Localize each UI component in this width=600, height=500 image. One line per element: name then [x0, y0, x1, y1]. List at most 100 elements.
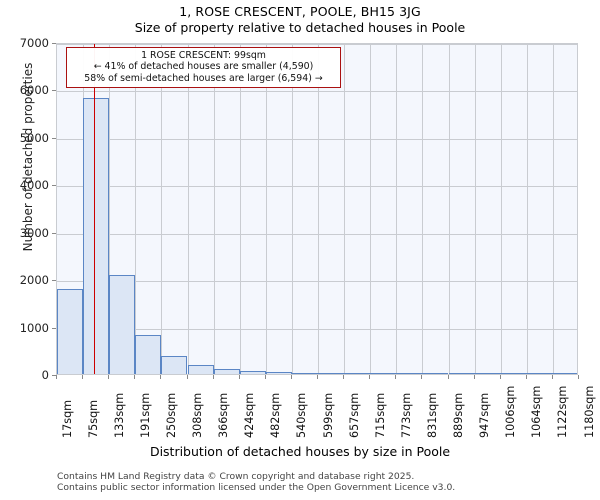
- y-axis-tick-label: 1000: [19, 320, 49, 335]
- y-axis-tick: [52, 185, 56, 187]
- bar: [135, 335, 162, 374]
- x-axis-tick-label: 482sqm: [269, 392, 283, 438]
- gridline-vertical: [187, 44, 189, 374]
- x-axis-tick: [160, 375, 162, 379]
- x-axis-tick: [395, 375, 397, 379]
- gridline-vertical: [161, 44, 163, 374]
- x-axis-tick-label: 191sqm: [138, 392, 152, 438]
- bar: [57, 289, 84, 374]
- x-axis-tick-label: 1064sqm: [530, 385, 544, 438]
- y-axis-tick: [52, 90, 56, 92]
- bar: [213, 368, 240, 374]
- x-axis-tick-label: 540sqm: [295, 392, 309, 438]
- y-axis-tick-label: 4000: [19, 178, 49, 193]
- x-axis-tick: [447, 375, 449, 379]
- x-axis-tick-label: 599sqm: [321, 392, 335, 438]
- x-axis-tick-label: 424sqm: [243, 392, 257, 438]
- gridline-vertical: [344, 44, 346, 374]
- bar: [526, 372, 553, 374]
- x-axis-tick-label: 366sqm: [217, 392, 231, 438]
- gridline-vertical: [526, 44, 528, 374]
- gridline-vertical: [265, 44, 267, 374]
- bar: [500, 372, 527, 374]
- bar: [370, 372, 397, 374]
- plot-area: [56, 43, 578, 375]
- x-axis-tick: [238, 375, 240, 379]
- bar: [187, 364, 214, 374]
- gridline-vertical: [370, 44, 372, 374]
- bar: [265, 371, 292, 374]
- x-axis-tick-label: 75sqm: [86, 399, 100, 438]
- y-axis-tick: [52, 375, 56, 376]
- y-axis-tick-label: 2000: [19, 273, 49, 288]
- gridline-vertical: [213, 44, 215, 374]
- x-axis-tick-label: 715sqm: [373, 392, 387, 438]
- chart-subtitle: Size of property relative to detached ho…: [134, 20, 466, 35]
- x-axis-tick: [56, 375, 57, 379]
- annotation-line-2: ← 41% of detached houses are smaller (4,…: [93, 61, 314, 73]
- bar: [396, 372, 423, 374]
- gridline-vertical: [500, 44, 502, 374]
- gridline-vertical: [109, 44, 111, 374]
- y-axis-title: Number of detached properties: [21, 62, 35, 252]
- gridline-vertical: [135, 44, 137, 374]
- x-axis-tick: [473, 375, 475, 379]
- x-axis-tick: [551, 375, 553, 379]
- x-axis-tick: [290, 375, 292, 379]
- x-axis-tick: [525, 375, 527, 379]
- x-axis-tick-label: 947sqm: [478, 392, 492, 438]
- gridline-horizontal: [57, 233, 577, 235]
- y-axis-tick: [52, 280, 56, 282]
- gridline-vertical: [552, 44, 554, 374]
- bar: [422, 372, 449, 374]
- x-axis-tick: [317, 375, 318, 379]
- y-axis-tick: [52, 232, 56, 234]
- x-axis-tick-label: 773sqm: [399, 392, 413, 438]
- x-axis-tick: [82, 375, 84, 379]
- bar: [318, 372, 345, 374]
- annotation-line-3: 58% of semi-detached houses are larger (…: [84, 72, 323, 84]
- bar: [344, 372, 371, 374]
- x-axis-tick: [212, 375, 214, 379]
- gridline-vertical: [448, 44, 450, 374]
- x-axis-tick: [108, 375, 110, 379]
- annotation-box: 1 ROSE CRESCENT: 99sqm ← 41% of detached…: [66, 47, 341, 89]
- gridline-vertical: [318, 44, 319, 374]
- y-axis-tick-label: 3000: [19, 225, 49, 240]
- y-axis-tick-label: 5000: [19, 130, 49, 145]
- x-axis-tick: [421, 375, 423, 379]
- x-axis-tick: [369, 375, 371, 379]
- footer-line-1: Contains HM Land Registry data © Crown c…: [57, 471, 415, 482]
- gridline-horizontal: [57, 138, 577, 140]
- x-axis-tick-label: 1180sqm: [582, 385, 596, 438]
- x-axis-tick-label: 889sqm: [452, 392, 465, 438]
- x-axis-tick-label: 17sqm: [60, 399, 74, 438]
- bar: [474, 372, 501, 374]
- bar: [448, 372, 475, 374]
- x-axis-tick: [578, 375, 579, 379]
- bar: [239, 370, 266, 374]
- x-axis-tick: [134, 375, 136, 379]
- x-axis-title: Distribution of detached houses by size …: [149, 444, 451, 459]
- gridline-horizontal: [57, 44, 577, 45]
- property-marker-line: [93, 44, 96, 374]
- x-axis-tick-label: 1122sqm: [556, 385, 570, 438]
- x-axis-tick-label: 308sqm: [191, 392, 204, 438]
- x-axis-tick-label: 250sqm: [164, 392, 178, 438]
- x-axis-tick-label: 133sqm: [112, 392, 126, 438]
- gridline-vertical: [422, 44, 424, 374]
- y-axis-tick: [52, 327, 56, 329]
- bar: [161, 355, 188, 374]
- gridline-vertical: [474, 44, 476, 374]
- y-axis-tick-label: 6000: [19, 83, 49, 98]
- x-axis-tick: [186, 375, 188, 379]
- x-axis-tick: [264, 375, 266, 379]
- gridline-horizontal: [57, 186, 577, 188]
- gridline-horizontal: [57, 281, 577, 283]
- page-title: 1, ROSE CRESCENT, POOLE, BH15 3JG: [179, 4, 421, 19]
- x-axis-tick: [499, 375, 501, 379]
- gridline-vertical: [396, 44, 398, 374]
- gridline-vertical: [291, 44, 293, 374]
- gridline-horizontal: [57, 91, 577, 93]
